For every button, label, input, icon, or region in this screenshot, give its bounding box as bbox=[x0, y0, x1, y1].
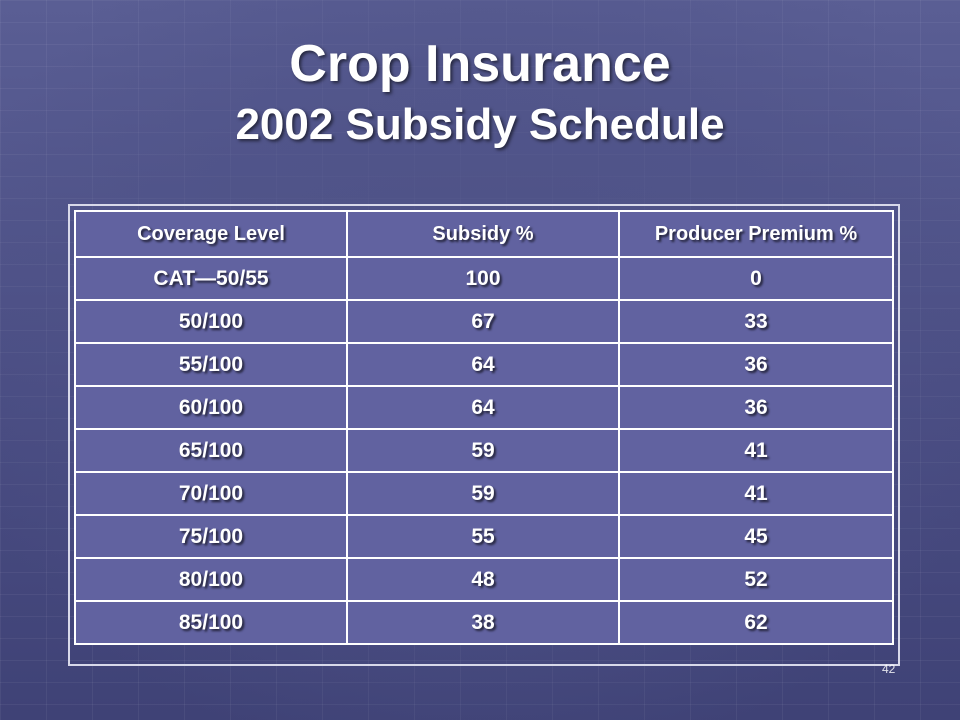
page-number: 42 bbox=[882, 662, 896, 676]
slide-subtitle: 2002 Subsidy Schedule bbox=[235, 100, 725, 149]
cell-coverage-level: 70/100 bbox=[74, 471, 348, 516]
cell-producer-premium: 52 bbox=[618, 557, 894, 602]
header-coverage-level: Coverage Level bbox=[74, 210, 348, 258]
cell-producer-premium: 41 bbox=[618, 471, 894, 516]
cell-subsidy-percent: 59 bbox=[346, 428, 620, 473]
slide-title: Crop Insurance bbox=[289, 35, 671, 93]
cell-subsidy-percent: 55 bbox=[346, 514, 620, 559]
cell-subsidy-percent: 67 bbox=[346, 299, 620, 344]
table-header-row: Coverage Level Subsidy % Producer Premiu… bbox=[74, 210, 894, 258]
table-row: 55/100 64 36 bbox=[74, 342, 894, 387]
table-row: 85/100 38 62 bbox=[74, 600, 894, 645]
cell-producer-premium: 36 bbox=[618, 385, 894, 430]
cell-subsidy-percent: 48 bbox=[346, 557, 620, 602]
cell-producer-premium: 45 bbox=[618, 514, 894, 559]
table-row: 65/100 59 41 bbox=[74, 428, 894, 473]
cell-coverage-level: 80/100 bbox=[74, 557, 348, 602]
cell-subsidy-percent: 59 bbox=[346, 471, 620, 516]
table-frame bbox=[68, 204, 900, 666]
header-subsidy-percent: Subsidy % bbox=[346, 210, 620, 258]
cell-subsidy-percent: 38 bbox=[346, 600, 620, 645]
cell-coverage-level: 60/100 bbox=[74, 385, 348, 430]
table-row: 80/100 48 52 bbox=[74, 557, 894, 602]
cell-producer-premium: 62 bbox=[618, 600, 894, 645]
cell-subsidy-percent: 64 bbox=[346, 385, 620, 430]
cell-producer-premium: 41 bbox=[618, 428, 894, 473]
cell-producer-premium: 0 bbox=[618, 256, 894, 301]
table-row: 60/100 64 36 bbox=[74, 385, 894, 430]
cell-coverage-level: 50/100 bbox=[74, 299, 348, 344]
header-producer-premium-percent: Producer Premium % bbox=[618, 210, 894, 258]
table-row: CAT—50/55 100 0 bbox=[74, 256, 894, 301]
cell-producer-premium: 36 bbox=[618, 342, 894, 387]
subsidy-table: Coverage Level Subsidy % Producer Premiu… bbox=[74, 210, 894, 645]
cell-subsidy-percent: 64 bbox=[346, 342, 620, 387]
cell-subsidy-percent: 100 bbox=[346, 256, 620, 301]
cell-producer-premium: 33 bbox=[618, 299, 894, 344]
table-row: 50/100 67 33 bbox=[74, 299, 894, 344]
table-row: 70/100 59 41 bbox=[74, 471, 894, 516]
cell-coverage-level: 75/100 bbox=[74, 514, 348, 559]
cell-coverage-level: 85/100 bbox=[74, 600, 348, 645]
cell-coverage-level: 65/100 bbox=[74, 428, 348, 473]
cell-coverage-level: 55/100 bbox=[74, 342, 348, 387]
table-row: 75/100 55 45 bbox=[74, 514, 894, 559]
cell-coverage-level: CAT—50/55 bbox=[74, 256, 348, 301]
